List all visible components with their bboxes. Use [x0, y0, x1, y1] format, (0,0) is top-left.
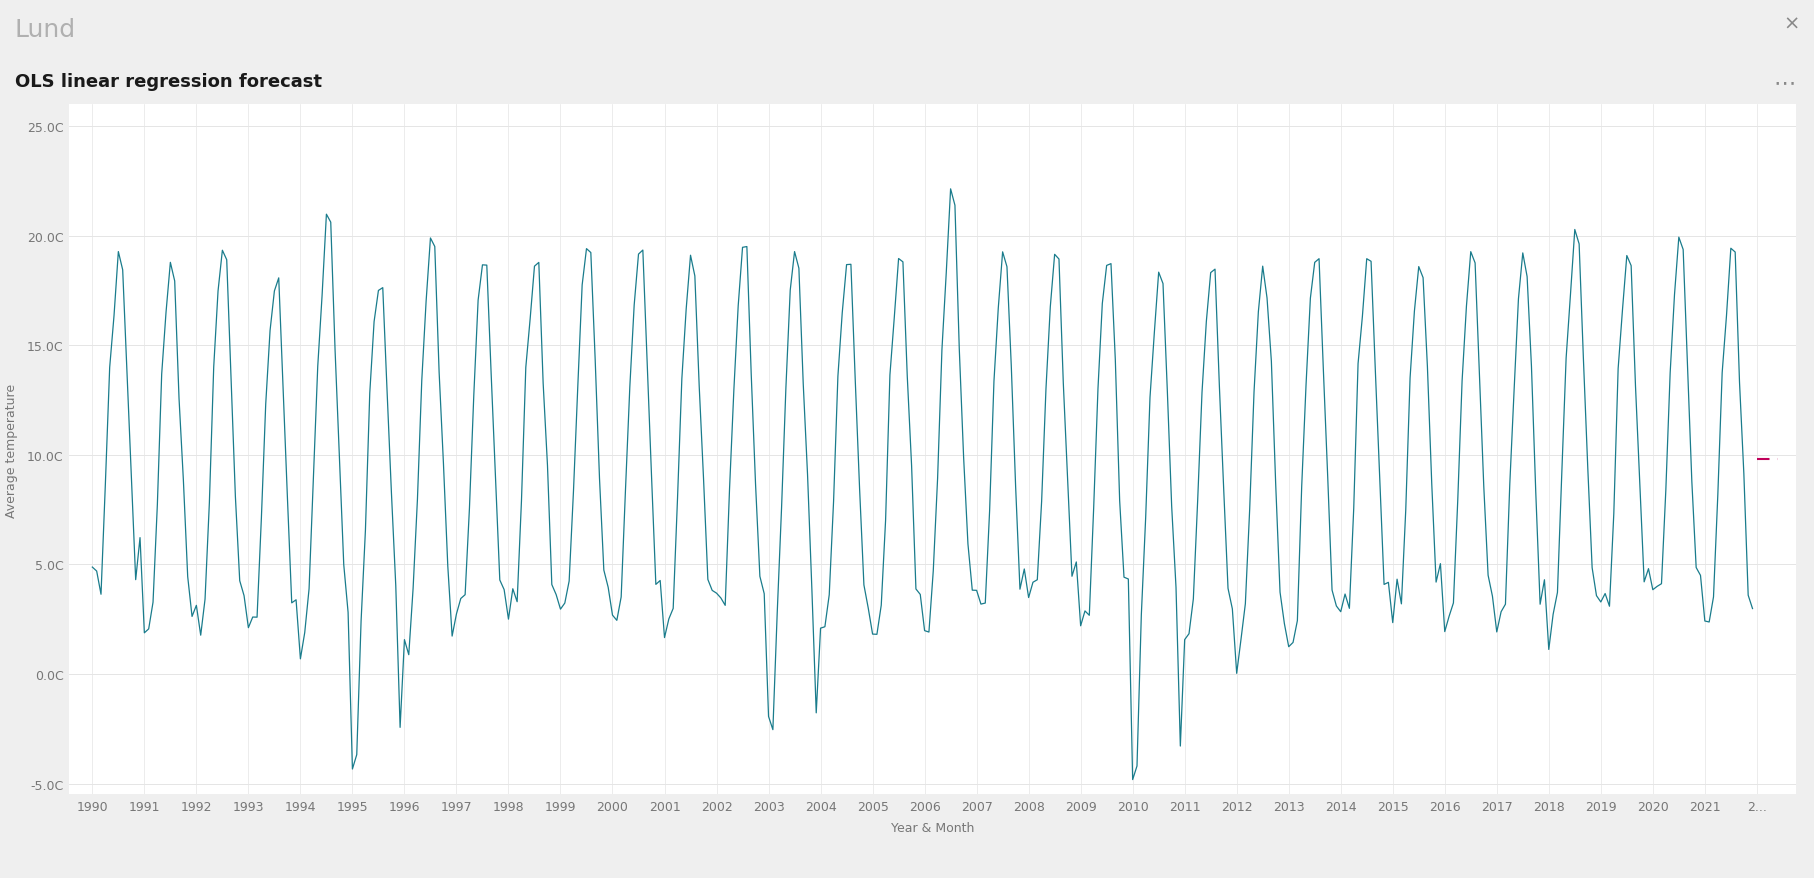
X-axis label: Year & Month: Year & Month: [891, 822, 974, 834]
Text: Lund: Lund: [15, 18, 76, 42]
Y-axis label: Average temperature: Average temperature: [5, 383, 18, 517]
Text: ×: ×: [1783, 15, 1799, 33]
Text: ⋯: ⋯: [1774, 73, 1796, 93]
Text: OLS linear regression forecast: OLS linear regression forecast: [15, 73, 321, 91]
